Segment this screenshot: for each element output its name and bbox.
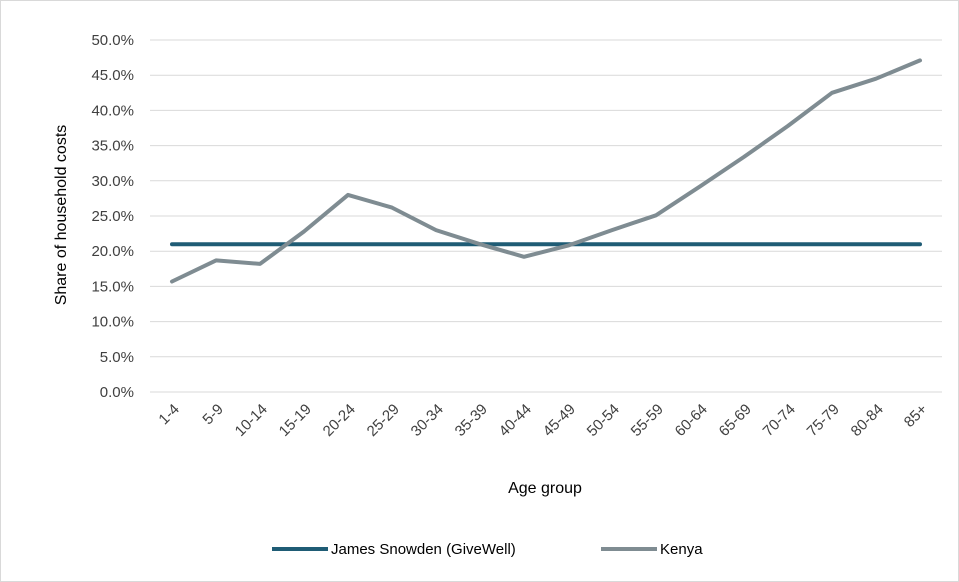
y-tick-label: 5.0% [100,349,134,366]
y-tick-label: 30.0% [91,173,134,190]
x-tick-label: 25-29 [364,401,403,440]
x-tick-label: 80-84 [848,401,887,440]
y-tick-label: 15.0% [91,278,134,295]
legend-label-series-1: Kenya [660,541,703,558]
x-tick-label: 60-64 [672,401,711,440]
x-tick-label: 30-34 [408,401,447,440]
y-tick-label: 35.0% [91,138,134,155]
x-tick-label: 40-44 [496,401,535,440]
y-tick-label: 0.0% [100,384,134,401]
x-tick-label: 15-19 [276,401,315,440]
y-axis-ticks: 0.0% 5.0% 10.0% 15.0% 20.0% 25.0% 30.0% 35.0% 40… [91,32,134,401]
y-tick-label: 20.0% [91,243,134,260]
x-axis-title: Age group [508,480,582,497]
x-tick-label: 85+ [901,401,931,431]
x-tick-label: 10-14 [232,401,271,440]
x-axis-ticks: 1-4 5-9 10-14 15-19 20-24 25-29 30-34 35-39 40-4… [155,401,931,440]
y-tick-label: 10.0% [91,314,134,331]
x-tick-label: 1-4 [155,401,182,428]
x-tick-label: 70-74 [760,401,799,440]
gridlines [150,39,942,393]
series-lines [170,58,922,284]
x-tick-label: 75-79 [804,401,843,440]
x-tick-label: 35-39 [452,401,491,440]
y-tick-label: 45.0% [91,67,134,84]
series-line-1 [170,58,922,284]
legend-label-series-0: James Snowden (GiveWell) [331,541,516,558]
legend: James Snowden (GiveWell) Kenya [272,541,703,558]
x-tick-label: 45-49 [540,401,579,440]
x-tick-label: 65-69 [716,401,755,440]
x-tick-label: 5-9 [199,401,226,428]
y-tick-label: 50.0% [91,32,134,49]
x-tick-label: 20-24 [320,401,359,440]
y-axis-title: Share of household costs [53,125,70,306]
x-tick-label: 50-54 [584,401,623,440]
y-tick-label: 25.0% [91,208,134,225]
x-tick-label: 55-59 [628,401,667,440]
y-tick-label: 40.0% [91,102,134,119]
